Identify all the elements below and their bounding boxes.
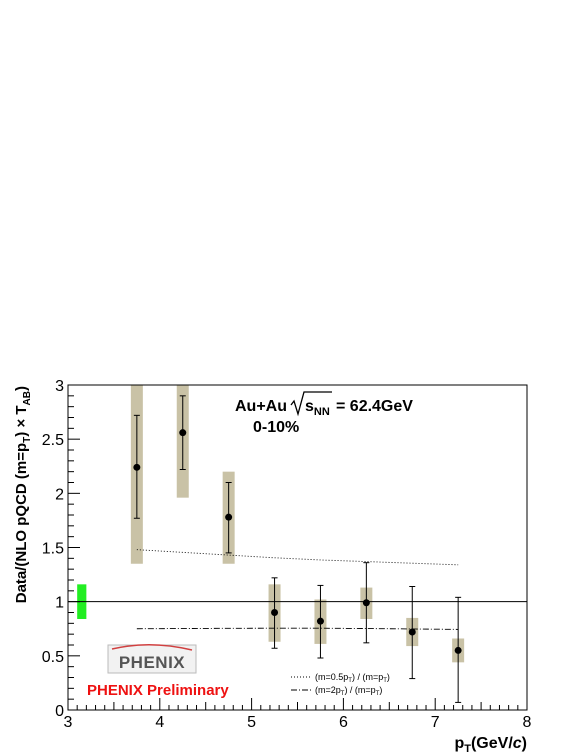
y-axis-label: Data/(NLO pQCD (m=pT) × TAB) — [13, 386, 33, 603]
energy-label: = 62.4GeV — [336, 398, 413, 415]
data-point-3 — [271, 609, 279, 616]
x-tick-labels: 3 4 5 6 7 8 — [64, 714, 532, 731]
data-point-4 — [316, 617, 324, 625]
y-tick-label: 3 — [55, 378, 64, 395]
theory-curve-dashdot — [136, 627, 459, 630]
axis-ticks — [67, 384, 528, 711]
theory-curves — [136, 549, 459, 630]
phenix-logo: PHENIX — [107, 644, 197, 674]
y-tick-label: 1 — [55, 595, 64, 612]
data-point-6 — [408, 628, 416, 636]
theory-curve-dotted — [136, 549, 459, 566]
y-tick-label: 0 — [55, 703, 64, 720]
system-label: Au+Au — [235, 398, 287, 415]
x-tick-label: 5 — [247, 714, 256, 731]
legend-label-low: (m=0.5pT) / (m=pT) — [315, 672, 390, 684]
preliminary-label: PHENIX Preliminary — [87, 682, 229, 699]
y-tick-label: 2 — [55, 486, 64, 503]
data-point-1 — [179, 429, 187, 437]
legend-label-high: (m=2pT) / (m=pT) — [315, 685, 382, 697]
legend: (m=0.5pT) / (m=pT) (m=2pT) / (m=pT) — [291, 672, 390, 697]
x-tick-label: 8 — [523, 714, 532, 731]
x-tick-label: 7 — [431, 714, 440, 731]
y-tick-label: 1.5 — [42, 541, 64, 558]
y-tick-label: 0.5 — [42, 649, 64, 666]
sqrt-sign-icon — [290, 391, 332, 417]
data-points — [133, 429, 462, 654]
x-tick-label: 3 — [64, 714, 73, 731]
data-point-5 — [362, 599, 370, 607]
data-point-7 — [454, 646, 462, 654]
x-tick-label: 4 — [155, 714, 164, 731]
data-point-0 — [133, 463, 141, 471]
data-point-2 — [225, 513, 233, 521]
y-tick-labels: 0 0.5 1 1.5 2 2.5 3 — [42, 378, 64, 720]
y-tick-label: 2.5 — [42, 432, 64, 449]
sqrt-s-label: sNN — [305, 398, 330, 418]
centrality-label: 0-10% — [253, 419, 299, 436]
x-tick-label: 6 — [339, 714, 348, 731]
x-axis-label: pT(GeV/c) — [454, 735, 527, 752]
logo-text: PHENIX — [119, 653, 185, 672]
